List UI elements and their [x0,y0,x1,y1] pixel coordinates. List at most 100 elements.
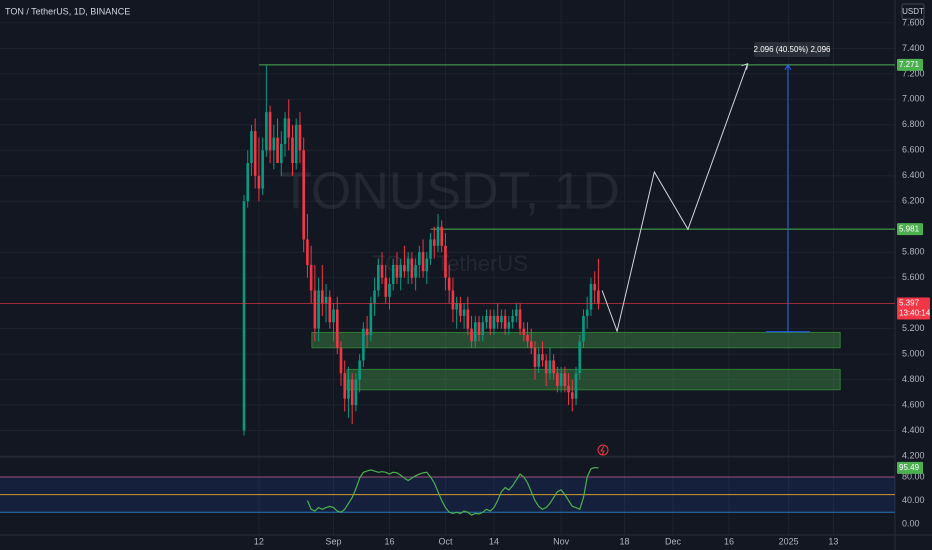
rsi-tag [897,461,923,474]
x-tick-label: Dec [665,536,682,546]
candle-body [459,303,462,316]
x-tick-label: 18 [620,536,630,546]
candle-body [597,290,600,304]
candle-body [585,309,589,316]
candle-body [481,322,485,335]
candle-body [477,322,481,335]
rsi-tick-label: 0.00 [902,518,920,528]
candle-body [462,309,466,316]
candle-body [388,284,391,297]
watermark: TONUSDT, 1D [280,163,620,221]
candle-body [276,137,279,164]
candle-body [317,290,320,329]
rsi-tick-label: 40.00 [902,495,925,505]
y-tick-label: 5.000 [902,348,925,358]
y-tick-label: 7.400 [902,43,925,53]
candle-body [507,322,511,329]
candle-body [529,341,533,348]
candle-body [298,124,302,151]
chart-title: TON / TetherUS, 1D, BINANCE [5,6,130,16]
candle-body [384,277,388,297]
candle-body [313,290,317,329]
candle-body [574,373,578,399]
candle-body [380,264,384,278]
currency-label[interactable]: USDT [902,7,924,16]
candle-body [391,264,395,285]
candle-body [500,315,503,323]
candle-body [272,137,276,151]
countdown: 13:40:14 [899,309,931,318]
y-tick-label: 7.600 [902,17,925,27]
candle-body [403,264,406,272]
candle-body [350,379,354,406]
y-tick-label: 7.200 [902,68,925,78]
level-tag [897,58,923,71]
candle-body [429,239,432,259]
y-tick-label: 6.600 [902,145,925,155]
price-label: 5.397 [899,299,920,308]
candle-body [436,226,440,246]
candle-body [328,296,332,323]
candle-body [511,315,514,323]
candle-body [265,112,268,151]
candle-body [440,226,444,246]
candle-body [406,258,410,272]
measure-label: 2.096 (40.50%) 2,096 [754,45,831,54]
candle-body [518,309,522,329]
level-tag [897,223,923,236]
candle-body [332,309,335,323]
candle-body [451,290,455,310]
candle-body [354,379,358,406]
y-tick-label: 5.600 [902,272,925,282]
event-icon[interactable] [597,444,609,456]
candle-body [447,277,451,291]
candle-body [362,328,365,361]
projection-arrow [741,62,749,70]
candle-body [283,118,287,144]
candle-body [526,334,529,342]
candle-body [414,264,417,278]
x-tick-label: Nov [553,536,570,546]
currency-button[interactable] [901,3,925,20]
watermark-sub: TON / TetherUS [372,251,528,276]
y-tick-label: 4.600 [902,399,925,409]
rsi-last-label: 95.49 [899,463,920,472]
candle-body [410,258,414,278]
candle-body [473,322,477,342]
x-tick-label: Oct [438,536,453,546]
candle-body [395,264,399,278]
candle-body [335,309,339,348]
candle-body [492,315,496,329]
candle-body [376,264,380,291]
candle-body [294,124,298,164]
candle-body [589,284,593,310]
candle-body [563,373,567,386]
y-tick-label: 4.800 [902,374,925,384]
candle-body [250,131,253,164]
candle-body [515,309,518,316]
x-tick-label: 16 [384,536,394,546]
candle-body [399,264,402,278]
projection-path [601,63,749,333]
candle-body [279,143,283,164]
candle-body [242,201,246,431]
candle-body [421,252,425,272]
candle-body [268,112,272,151]
x-tick-label: 13 [828,536,838,546]
candle-body [246,163,250,202]
price-tag [897,297,930,320]
candle-body [593,284,596,291]
candle-body [302,150,305,240]
candle-body [309,264,313,291]
x-tick-label: 14 [489,536,499,546]
candle-body [541,354,544,361]
candle-body [339,347,343,374]
candle-body [496,315,499,323]
candle-body [455,303,458,310]
x-tick-label: 12 [254,536,264,546]
y-tick-label: 7.000 [902,94,925,104]
candle-body [548,360,552,374]
rsi-tick-label: 80.00 [902,471,925,481]
candle-body [582,315,585,342]
